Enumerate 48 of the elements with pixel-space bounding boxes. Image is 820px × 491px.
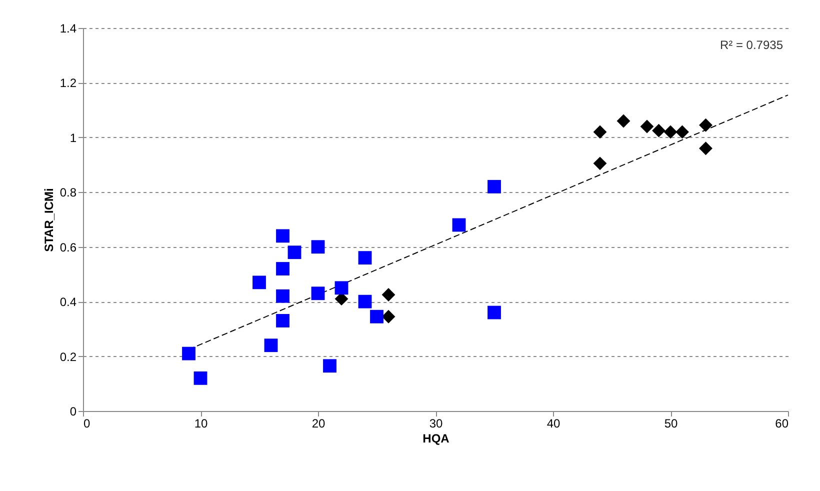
y-tick-label: 0.8 [60, 186, 77, 200]
point [382, 310, 396, 324]
point [452, 218, 466, 232]
point [699, 142, 712, 156]
point [252, 276, 266, 290]
point [358, 294, 372, 308]
point [676, 125, 689, 139]
point [593, 125, 607, 139]
x-tick-label: 40 [546, 416, 560, 430]
point [488, 180, 501, 194]
x-tick-label: 30 [429, 416, 443, 430]
point [276, 289, 290, 303]
point [382, 288, 396, 302]
point [311, 240, 325, 254]
x-tick-label: 50 [664, 416, 678, 430]
point [276, 262, 290, 276]
x-tick-label: 10 [194, 416, 208, 430]
point [288, 246, 302, 260]
x-tick-label: 20 [312, 416, 326, 430]
y-tick-label: 1 [70, 130, 77, 145]
y-axis-title: STAR_ICMi [42, 188, 56, 252]
point [640, 120, 654, 134]
point [488, 306, 501, 320]
point [264, 338, 278, 352]
y-tick-label: 0.4 [60, 295, 77, 310]
y-tick-label: 0.2 [60, 350, 77, 364]
y-tick-label: 1.4 [60, 22, 77, 36]
point [182, 346, 196, 360]
point [593, 156, 607, 170]
point [311, 286, 325, 300]
annotation: R² = 0.7935 [720, 38, 784, 52]
y-tick-label: 0.6 [60, 240, 77, 254]
x-tick-label: 60 [775, 416, 789, 430]
point [194, 371, 208, 385]
point [334, 281, 348, 295]
y-tick-label: 1.2 [60, 76, 77, 90]
x-axis-title: HQA [422, 432, 450, 446]
point [699, 118, 712, 132]
point [370, 310, 384, 324]
point [276, 229, 290, 243]
point [664, 125, 678, 139]
point [358, 251, 372, 265]
point [323, 359, 336, 373]
point [616, 114, 630, 128]
y-tick-label: 0 [70, 404, 77, 418]
point [276, 314, 290, 328]
point [652, 124, 666, 138]
x-tick-label: 0 [84, 416, 90, 430]
